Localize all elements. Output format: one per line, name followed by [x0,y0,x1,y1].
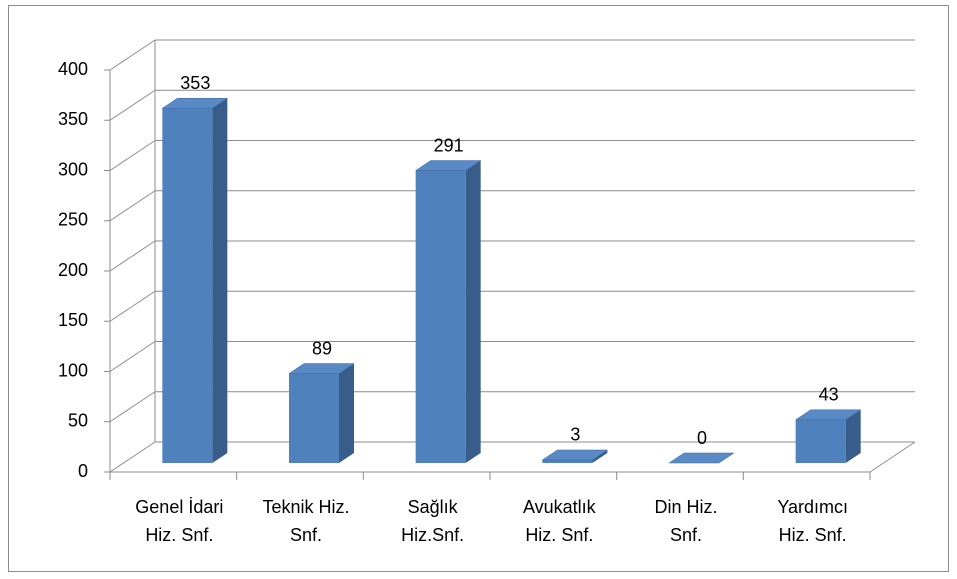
y-tick-label: 300 [58,159,88,179]
bar-top [288,363,355,374]
x-tick-label: Avukatlık [523,497,597,517]
grid-line [109,441,156,473]
x-tick-label: Genel İdari [135,497,223,517]
x-tick-label: Hiz. Snf. [779,525,847,545]
x-tick-label: Snf. [670,525,702,545]
floor-right [869,441,916,473]
data-label: 43 [819,385,839,405]
x-tick-label: Sağlık [408,497,459,517]
bar-top [794,409,862,421]
y-tick-label: 400 [58,59,88,79]
bar-side [339,363,354,463]
grid-line [109,140,156,171]
grid-line [109,391,156,423]
grid-line [109,89,156,121]
bar-side [465,160,481,464]
data-label: 89 [312,338,332,358]
y-tick-label: 150 [58,310,88,330]
bar-side [592,449,608,463]
y-tick-label: 100 [58,360,88,380]
bar-side [212,98,228,464]
bar-top [161,97,229,109]
bar-top [668,452,735,464]
bar [542,459,593,463]
grid-line [109,240,156,272]
x-tick-label: Hiz.Snf. [401,525,464,545]
grid-line [109,290,156,322]
data-label: 291 [434,135,464,155]
y-tick-label: 350 [58,109,88,129]
y-tick-label: 250 [58,210,88,230]
x-tick-label: Hiz. Snf. [145,525,213,545]
x-tick-label: Din Hiz. [654,497,717,517]
grid-line [109,39,156,71]
bar [795,419,846,463]
grid-line [109,341,156,372]
bar [415,170,466,464]
x-tick-label: Yardımcı [777,497,848,517]
data-label: 0 [697,428,707,448]
bar-top [541,449,609,461]
bar-top [414,160,482,171]
x-tick-label: Teknik Hiz. [262,497,349,517]
y-tick-label: 50 [68,411,88,431]
x-tick-label: Hiz. Snf. [525,525,593,545]
data-label: 3 [570,425,580,445]
bar [162,108,213,464]
bar-side [845,409,861,463]
grid-line [109,190,156,222]
y-tick-label: 200 [58,260,88,280]
y-tick-label: 0 [78,461,88,481]
bar [289,373,339,463]
x-tick-label: Snf. [290,525,322,545]
data-label: 353 [180,73,210,93]
